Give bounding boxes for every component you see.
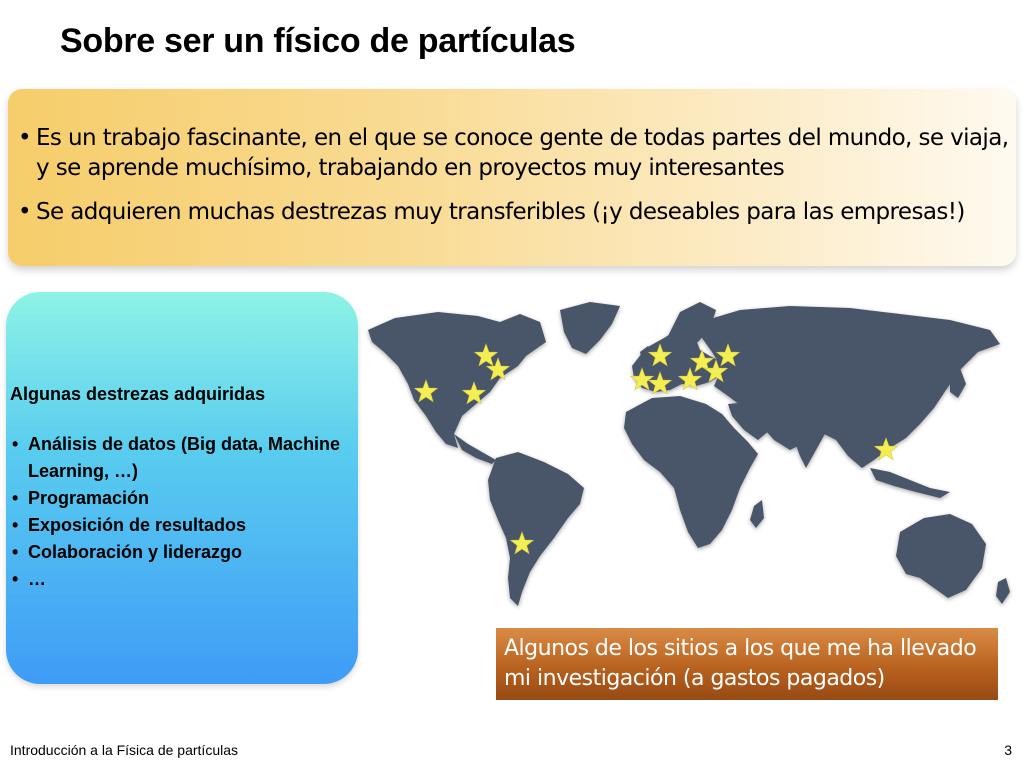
page-number: 3 [1004, 742, 1012, 758]
star-icon [647, 371, 673, 395]
star-icon [629, 367, 655, 391]
madagascar-shape [750, 500, 764, 528]
map-caption: Algunos de los sitios a los que me ha ll… [496, 628, 998, 700]
skill-item: Análisis de datos (Big data, Machine Lea… [10, 431, 358, 485]
skill-item: … [10, 566, 358, 593]
north-america-shape [368, 312, 546, 448]
footer-course-title: Introducción a la Física de partículas [10, 742, 239, 758]
skill-item: Colaboración y liderazgo [10, 539, 358, 566]
site-markers [413, 343, 899, 555]
greenland-shape [560, 302, 620, 354]
star-icon [677, 367, 703, 391]
star-icon [461, 381, 487, 405]
world-map [368, 302, 1010, 606]
uk-shape [640, 346, 652, 368]
intro-bullet-2: Se adquieren muchas destrezas muy transf… [14, 197, 1016, 227]
southeast-asia-shape [870, 468, 950, 498]
intro-box: Es un trabajo fascinante, en el que se c… [8, 89, 1016, 266]
australia-shape [896, 514, 986, 598]
star-icon [413, 379, 439, 403]
star-icon [873, 437, 899, 461]
star-icon [703, 359, 729, 383]
south-america-shape [488, 452, 584, 606]
star-icon [509, 531, 535, 555]
star-icon [473, 343, 499, 367]
skills-box: Algunas destrezas adquiridas Análisis de… [6, 292, 358, 684]
japan-shape [950, 368, 966, 398]
skill-item: Exposición de resultados [10, 512, 358, 539]
slide-title: Sobre ser un físico de partículas [60, 22, 576, 60]
arabia-shape [728, 402, 770, 440]
africa-shape [624, 396, 758, 548]
central-america-shape [454, 434, 496, 464]
new-zealand-shape [996, 578, 1010, 604]
india-shape [790, 420, 826, 468]
intro-bullet-1: Es un trabajo fascinante, en el que se c… [14, 123, 1016, 183]
skills-heading: Algunas destrezas adquiridas [10, 384, 266, 404]
star-icon [647, 343, 673, 367]
skill-item: Programación [10, 485, 358, 512]
star-icon [689, 349, 715, 373]
star-icon [715, 343, 741, 367]
star-icon [485, 357, 511, 381]
asia-shape [700, 306, 1000, 468]
continents [368, 302, 1010, 606]
